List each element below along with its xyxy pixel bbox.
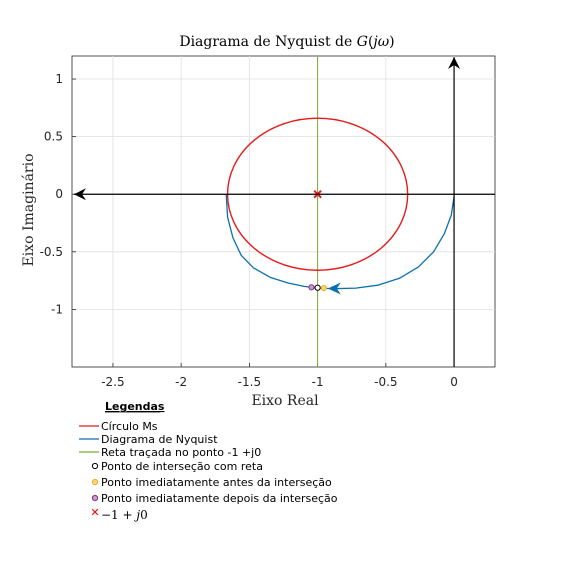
legend-label: Ponto imediatamente depois da interseção bbox=[101, 492, 338, 505]
legend-title: Legendas bbox=[105, 400, 165, 413]
y-tick-label: 0 bbox=[55, 187, 63, 201]
nyquist-direction-arrow bbox=[327, 282, 341, 295]
legend-entry: Círculo Ms bbox=[79, 420, 158, 433]
x-tick-label: -1.5 bbox=[238, 375, 261, 389]
y-tick-label: -0.5 bbox=[40, 245, 63, 259]
y-tick-label: -1 bbox=[51, 302, 63, 316]
legend-entry: Diagrama de Nyquist bbox=[79, 433, 218, 446]
intersection-marker bbox=[308, 284, 315, 291]
legend-label: Ponto de interseção com reta bbox=[101, 460, 263, 473]
chart-title: Diagrama de Nyquist de G(jω) bbox=[179, 34, 394, 50]
y-tick-label: 1 bbox=[55, 72, 63, 86]
x-tick-label: -0.5 bbox=[374, 375, 397, 389]
legend-entry: Ponto imediatamente depois da interseção bbox=[91, 492, 338, 505]
legend-swatch bbox=[91, 462, 99, 470]
legend-entry: Ponto de interseção com reta bbox=[91, 460, 263, 473]
x-axis-label: Eixo Real bbox=[251, 393, 319, 409]
real-axis-arrow bbox=[74, 188, 86, 201]
legend-label: Círculo Ms bbox=[101, 420, 158, 433]
x-tick-label: -1 bbox=[312, 375, 324, 389]
legend-entry: Ponto imediatamente antes da interseção bbox=[91, 476, 332, 489]
legend-label: −1 + j0 bbox=[101, 508, 148, 522]
y-tick-label: 0.5 bbox=[44, 130, 63, 144]
legend-label: Reta traçada no ponto -1 +j0 bbox=[101, 446, 261, 459]
legend-label: Diagrama de Nyquist bbox=[101, 433, 218, 446]
legend-entry: −1 + j0 bbox=[91, 508, 148, 522]
legend-swatch bbox=[91, 494, 99, 502]
legend-label: Ponto imediatamente antes da interseção bbox=[101, 476, 332, 489]
legend-swatch bbox=[91, 508, 99, 516]
intersection-marker bbox=[314, 284, 321, 291]
x-tick-label: 0 bbox=[450, 375, 458, 389]
intersection-marker bbox=[320, 284, 327, 292]
x-tick-label: -2.5 bbox=[101, 375, 124, 389]
imag-axis-arrow bbox=[448, 57, 461, 69]
legend-swatch bbox=[91, 478, 99, 486]
x-tick-label: -2 bbox=[175, 375, 187, 389]
plot-area bbox=[71, 55, 496, 368]
legend-entry: Reta traçada no ponto -1 +j0 bbox=[79, 446, 261, 459]
y-axis-label: Eixo Imaginário bbox=[21, 153, 37, 266]
